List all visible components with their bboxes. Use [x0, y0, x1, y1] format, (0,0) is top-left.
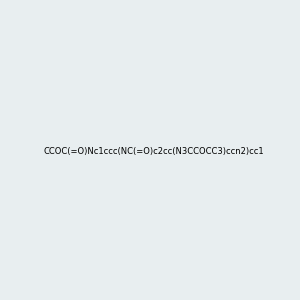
Text: CCOC(=O)Nc1ccc(NC(=O)c2cc(N3CCOCC3)ccn2)cc1: CCOC(=O)Nc1ccc(NC(=O)c2cc(N3CCOCC3)ccn2)…	[44, 147, 264, 156]
